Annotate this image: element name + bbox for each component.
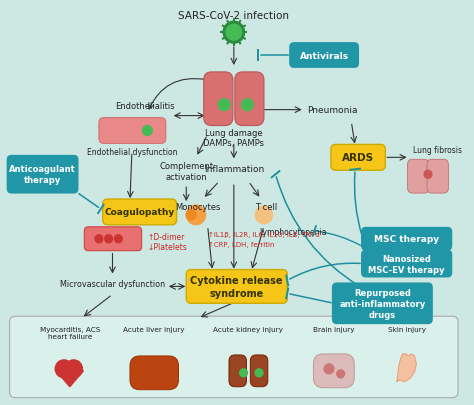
FancyBboxPatch shape <box>361 250 452 278</box>
Circle shape <box>242 100 253 111</box>
Circle shape <box>324 364 334 374</box>
Text: Anticoagulant
therapy: Anticoagulant therapy <box>9 165 76 185</box>
Circle shape <box>219 100 230 111</box>
Text: T cell: T cell <box>255 202 277 211</box>
Text: Microvascular dysfunction: Microvascular dysfunction <box>60 280 165 289</box>
Circle shape <box>114 235 122 243</box>
Text: Lymphocytopenia: Lymphocytopenia <box>259 227 327 236</box>
FancyBboxPatch shape <box>332 283 433 324</box>
Circle shape <box>143 126 152 136</box>
Circle shape <box>105 235 112 243</box>
Text: Antivirals: Antivirals <box>300 51 349 60</box>
Text: Nanosized
MSC-EV therapy: Nanosized MSC-EV therapy <box>368 254 445 274</box>
FancyBboxPatch shape <box>235 73 264 126</box>
Text: MSC therapy: MSC therapy <box>374 234 439 244</box>
Text: Cytokine release
syndrome: Cytokine release syndrome <box>191 275 283 298</box>
Text: ↑D-dimer
↓Platelets: ↑D-dimer ↓Platelets <box>147 232 187 252</box>
Circle shape <box>95 235 103 243</box>
Circle shape <box>186 205 206 225</box>
Circle shape <box>55 360 73 378</box>
Text: Lung damage
DAMPs, PAMPs: Lung damage DAMPs, PAMPs <box>203 128 264 147</box>
FancyBboxPatch shape <box>229 355 246 387</box>
Text: Lung fibrosis: Lung fibrosis <box>413 145 463 154</box>
Circle shape <box>65 360 82 378</box>
Circle shape <box>223 22 245 44</box>
Text: ARDS: ARDS <box>342 153 374 163</box>
Text: Endothelialitis: Endothelialitis <box>115 101 174 111</box>
FancyBboxPatch shape <box>204 73 233 126</box>
Text: Monocytes: Monocytes <box>175 202 220 211</box>
FancyBboxPatch shape <box>103 200 176 225</box>
Text: Brain injury: Brain injury <box>313 326 355 333</box>
FancyBboxPatch shape <box>361 227 452 251</box>
FancyBboxPatch shape <box>313 354 354 388</box>
FancyBboxPatch shape <box>250 355 268 387</box>
Text: Myocarditis, ACS
heart failure: Myocarditis, ACS heart failure <box>40 326 100 339</box>
Text: Inflammation: Inflammation <box>204 165 264 174</box>
Polygon shape <box>56 363 83 387</box>
Text: Endothelial dysfunction: Endothelial dysfunction <box>87 148 177 157</box>
Text: Acute kidney injury: Acute kidney injury <box>213 326 283 333</box>
FancyBboxPatch shape <box>331 145 385 171</box>
Text: Skin injury: Skin injury <box>388 326 426 333</box>
FancyBboxPatch shape <box>130 356 179 390</box>
Text: Pneumonia: Pneumonia <box>308 106 358 115</box>
Circle shape <box>186 211 196 220</box>
Circle shape <box>424 171 432 179</box>
Circle shape <box>226 25 242 41</box>
FancyBboxPatch shape <box>186 270 287 304</box>
FancyBboxPatch shape <box>84 227 142 251</box>
FancyBboxPatch shape <box>9 316 458 398</box>
Text: Acute liver injury: Acute liver injury <box>124 326 185 333</box>
Circle shape <box>255 207 273 224</box>
Text: SARS-CoV-2 infection: SARS-CoV-2 infection <box>178 11 289 21</box>
FancyBboxPatch shape <box>289 43 359 69</box>
Text: Repurposed
anti-inflammatory
drugs: Repurposed anti-inflammatory drugs <box>339 288 426 319</box>
Text: ↑CRP, LDH, ferritin: ↑CRP, LDH, ferritin <box>208 241 274 247</box>
FancyBboxPatch shape <box>7 156 79 194</box>
FancyBboxPatch shape <box>99 118 166 144</box>
FancyBboxPatch shape <box>408 160 429 194</box>
Text: Coagulopathy: Coagulopathy <box>105 208 175 217</box>
Circle shape <box>337 370 345 378</box>
Text: ↑IL1β, IL2R, IL6, IL10, IL8, TNFα: ↑IL1β, IL2R, IL6, IL10, IL8, TNFα <box>208 231 319 237</box>
Circle shape <box>255 369 263 377</box>
Polygon shape <box>397 354 416 382</box>
Text: Complement
activation: Complement activation <box>159 162 213 181</box>
FancyBboxPatch shape <box>427 160 448 194</box>
Circle shape <box>240 369 247 377</box>
